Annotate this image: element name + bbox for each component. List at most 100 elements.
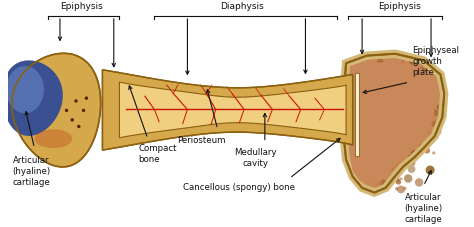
Circle shape — [404, 175, 412, 183]
Circle shape — [357, 159, 365, 166]
Circle shape — [352, 78, 361, 87]
Circle shape — [350, 152, 356, 158]
Circle shape — [409, 101, 413, 105]
Circle shape — [419, 83, 423, 87]
Circle shape — [371, 161, 379, 169]
Circle shape — [85, 97, 88, 100]
Circle shape — [399, 77, 402, 81]
Circle shape — [361, 147, 367, 152]
Circle shape — [366, 75, 369, 78]
Circle shape — [434, 118, 443, 127]
Circle shape — [424, 148, 430, 154]
Circle shape — [404, 137, 407, 140]
Circle shape — [428, 100, 433, 105]
Polygon shape — [348, 62, 436, 185]
Circle shape — [365, 89, 369, 94]
Circle shape — [382, 96, 386, 99]
Circle shape — [417, 68, 426, 76]
Circle shape — [365, 137, 374, 146]
Polygon shape — [119, 83, 346, 138]
Text: Cancellous (spongy) bone: Cancellous (spongy) bone — [183, 182, 295, 191]
Circle shape — [366, 143, 374, 151]
Circle shape — [353, 141, 356, 144]
Circle shape — [65, 109, 68, 113]
Circle shape — [379, 180, 386, 187]
Circle shape — [395, 63, 400, 68]
Circle shape — [410, 160, 415, 166]
Circle shape — [351, 97, 356, 102]
Circle shape — [377, 59, 383, 66]
Circle shape — [364, 148, 373, 156]
Circle shape — [404, 82, 408, 86]
Circle shape — [410, 114, 413, 118]
Circle shape — [370, 160, 377, 168]
Circle shape — [416, 67, 422, 73]
Circle shape — [380, 165, 389, 174]
Circle shape — [393, 97, 402, 105]
Circle shape — [365, 92, 369, 96]
Circle shape — [402, 74, 407, 79]
Circle shape — [390, 167, 394, 171]
Circle shape — [408, 137, 413, 142]
Text: Epiphysis: Epiphysis — [379, 2, 421, 11]
Circle shape — [419, 101, 426, 107]
Circle shape — [365, 132, 370, 137]
Circle shape — [414, 126, 420, 133]
Text: Medullary
cavity: Medullary cavity — [234, 148, 277, 168]
Circle shape — [394, 73, 402, 81]
Circle shape — [385, 106, 394, 115]
Circle shape — [362, 82, 365, 85]
Circle shape — [393, 159, 398, 164]
Circle shape — [418, 67, 424, 73]
Circle shape — [411, 75, 415, 78]
Circle shape — [431, 106, 434, 109]
Circle shape — [418, 116, 427, 125]
Text: Articular
(hyaline)
cartilage: Articular (hyaline) cartilage — [13, 155, 51, 186]
Circle shape — [364, 103, 370, 109]
Circle shape — [403, 126, 409, 132]
Circle shape — [346, 123, 351, 128]
Circle shape — [400, 178, 403, 180]
Circle shape — [369, 81, 373, 84]
Circle shape — [392, 131, 398, 137]
Circle shape — [378, 153, 386, 160]
Circle shape — [408, 108, 417, 117]
Polygon shape — [2, 61, 63, 136]
Polygon shape — [12, 54, 100, 167]
Circle shape — [401, 131, 410, 140]
Circle shape — [371, 89, 375, 92]
Circle shape — [417, 129, 423, 135]
Circle shape — [428, 106, 434, 112]
Circle shape — [353, 118, 360, 125]
Circle shape — [413, 59, 420, 66]
Circle shape — [389, 155, 392, 158]
Circle shape — [404, 68, 407, 71]
Circle shape — [433, 127, 442, 136]
Circle shape — [375, 161, 380, 165]
Circle shape — [356, 116, 360, 121]
Circle shape — [401, 129, 406, 133]
Circle shape — [368, 121, 373, 126]
Circle shape — [74, 100, 78, 103]
Polygon shape — [344, 54, 444, 193]
Circle shape — [366, 150, 371, 154]
Circle shape — [435, 128, 440, 133]
Circle shape — [367, 114, 376, 123]
Circle shape — [381, 168, 386, 173]
Circle shape — [413, 106, 421, 114]
Circle shape — [395, 178, 400, 182]
Circle shape — [355, 163, 358, 166]
Ellipse shape — [35, 130, 72, 148]
Circle shape — [355, 150, 364, 159]
Circle shape — [404, 96, 410, 103]
Text: Articular
(hyaline)
cartilage: Articular (hyaline) cartilage — [405, 192, 443, 223]
Circle shape — [396, 180, 401, 185]
Circle shape — [389, 111, 393, 115]
Circle shape — [355, 76, 360, 81]
Circle shape — [376, 149, 384, 158]
Circle shape — [354, 137, 359, 142]
Circle shape — [421, 146, 425, 150]
Circle shape — [77, 125, 81, 129]
Polygon shape — [102, 71, 353, 151]
Text: Compact
bone: Compact bone — [138, 143, 177, 163]
